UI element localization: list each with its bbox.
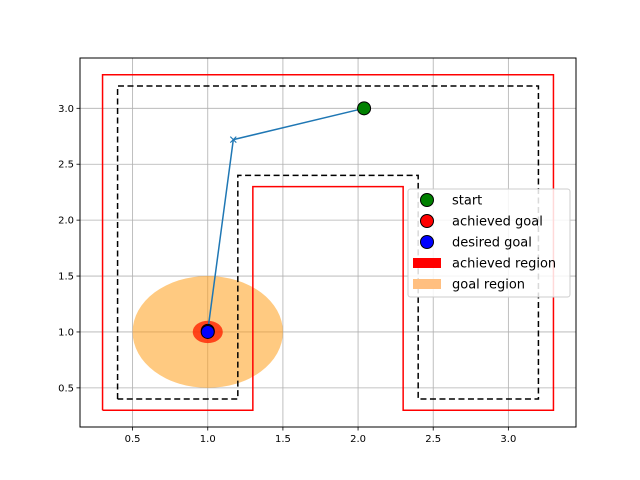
- y-tick-label: 0.5: [58, 383, 74, 394]
- y-tick-label: 3.0: [58, 104, 74, 115]
- x-axis: 0.5 1.0 1.5 2.0 2.5 3.0: [125, 427, 516, 445]
- y-tick-label: 2.5: [58, 160, 74, 171]
- outer-boundary-line: [101, 74, 555, 411]
- x-tick-label: 0.5: [125, 434, 141, 445]
- axes-frame: [79, 57, 577, 428]
- x-tick-label: 1.5: [275, 434, 291, 445]
- legend: start achieved goal desired goal achieved r…: [407, 188, 571, 298]
- legend-label: goal region: [452, 278, 525, 293]
- boundaries: [101, 74, 555, 411]
- y-tick-label: 2.0: [58, 216, 74, 227]
- legend-marker: [420, 235, 434, 249]
- legend-label: achieved region: [452, 257, 556, 272]
- legend-label: desired goal: [452, 236, 532, 251]
- legend-patch: [413, 279, 441, 289]
- desired-goal-marker: [200, 324, 215, 339]
- x-tick-label: 1.0: [200, 434, 216, 445]
- legend-patch: [413, 258, 441, 268]
- x-tick-label: 2.0: [350, 434, 366, 445]
- legend-marker: [420, 214, 434, 228]
- inner-boundary-line: [116, 85, 540, 400]
- legend-marker: [420, 193, 434, 207]
- y-tick-label: 1.0: [58, 327, 74, 338]
- x-tick-label: 2.5: [425, 434, 441, 445]
- x-tick-label: 3.0: [500, 434, 516, 445]
- legend-box: [407, 188, 571, 298]
- y-axis: 0.5 1.0 1.5 2.0 2.5 3.0: [58, 104, 80, 394]
- legend-label: achieved goal: [452, 215, 543, 230]
- y-tick-label: 1.5: [58, 272, 74, 283]
- trajectory-waypoint-x: [229, 136, 237, 144]
- legend-label: start: [452, 194, 482, 209]
- markers: [200, 101, 372, 339]
- trajectory: [207, 107, 365, 331]
- start-marker: [357, 101, 372, 116]
